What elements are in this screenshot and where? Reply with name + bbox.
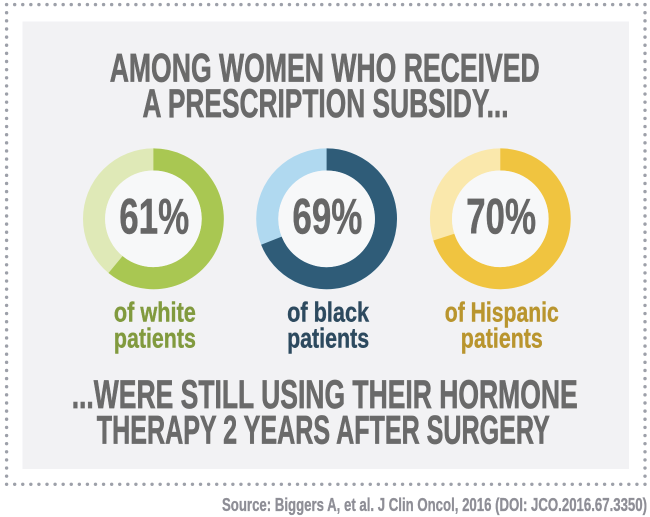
svg-text:Source: Biggers A, et al. J Cl: Source: Biggers A, et al. J Clin Oncol, … [222,494,647,515]
svg-text:patients: patients [461,322,543,353]
svg-text:of white: of white [114,297,196,328]
svg-text:of black: of black [287,297,370,328]
svg-text:61%: 61% [119,188,189,245]
svg-text:of Hispanic: of Hispanic [445,297,559,328]
svg-text:A PRESCRIPTION SUBSIDY...: A PRESCRIPTION SUBSIDY... [143,82,509,126]
svg-text:70%: 70% [466,188,536,245]
svg-text:AMONG WOMEN WHO RECEIVED: AMONG WOMEN WHO RECEIVED [110,47,540,91]
svg-text:patients: patients [287,322,369,353]
svg-text:THERAPY 2 YEARS AFTER SURGERY: THERAPY 2 YEARS AFTER SURGERY [97,409,550,453]
svg-text:69%: 69% [292,188,362,245]
svg-text:patients: patients [114,322,196,353]
svg-text:...WERE STILL USING THEIR HORM: ...WERE STILL USING THEIR HORMONE [72,373,578,417]
